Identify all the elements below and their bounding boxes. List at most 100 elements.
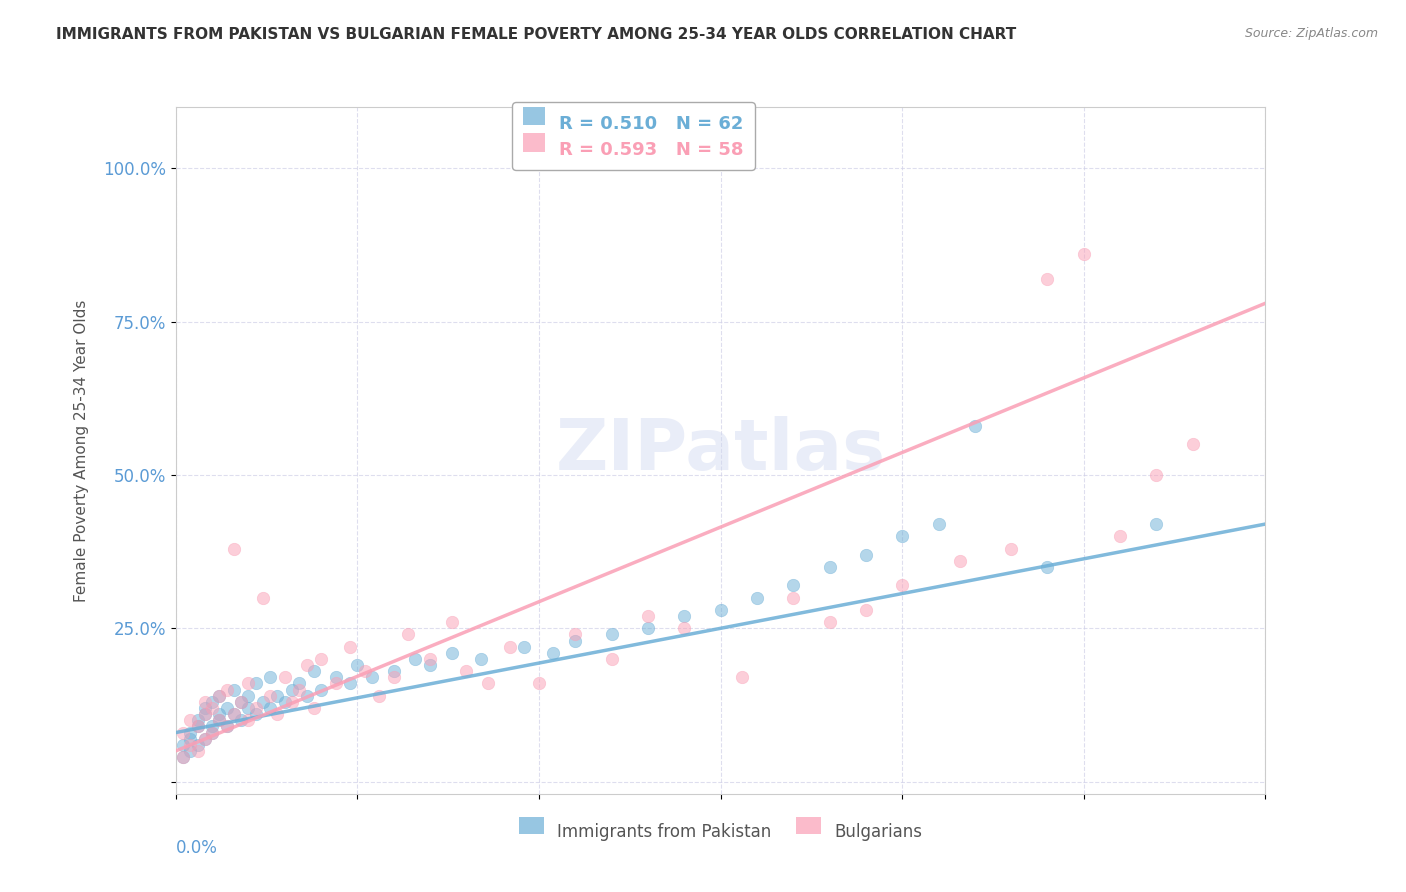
Point (949, 554, 972, 568)
Point (201, 695, 224, 709)
Point (405, 652, 427, 666)
Point (295, 658, 318, 673)
Point (1109, 529, 1132, 543)
Point (513, 640, 536, 654)
Point (477, 676, 499, 690)
Point (179, 744, 201, 758)
Point (637, 609, 659, 624)
Point (194, 695, 217, 709)
Point (339, 640, 361, 654)
Point (252, 695, 274, 709)
Point (179, 714, 201, 728)
Point (238, 714, 260, 728)
Text: Source: ZipAtlas.com: Source: ZipAtlas.com (1244, 27, 1378, 40)
Point (891, 529, 914, 543)
Text: ZIPatlas: ZIPatlas (555, 416, 886, 485)
Point (1146, 517, 1168, 532)
Point (245, 701, 267, 715)
Point (179, 738, 201, 752)
Point (600, 652, 623, 666)
Point (1000, 541, 1022, 556)
Point (470, 652, 492, 666)
Point (440, 615, 463, 630)
Point (245, 676, 267, 690)
Point (325, 670, 347, 684)
Point (818, 615, 841, 630)
Point (231, 695, 253, 709)
Point (302, 701, 325, 715)
Point (855, 548, 877, 562)
Point (186, 719, 209, 733)
Point (396, 627, 419, 641)
Point (309, 682, 332, 697)
Point (288, 682, 311, 697)
Point (360, 670, 382, 684)
Point (325, 676, 347, 690)
Point (368, 689, 391, 703)
Point (266, 707, 288, 722)
Point (172, 725, 194, 739)
Point (281, 695, 304, 709)
Point (194, 731, 217, 746)
Point (419, 658, 441, 673)
Point (172, 738, 194, 752)
Point (353, 664, 375, 679)
Point (527, 676, 550, 690)
Point (194, 731, 217, 746)
Point (186, 738, 209, 752)
Point (222, 541, 245, 556)
Point (179, 731, 201, 746)
Point (215, 682, 238, 697)
Point (208, 714, 231, 728)
Point (222, 682, 245, 697)
Point (259, 701, 281, 715)
Point (1146, 467, 1168, 482)
Point (201, 725, 224, 739)
Point (673, 621, 696, 635)
Point (238, 676, 260, 690)
Point (295, 689, 318, 703)
Point (179, 725, 201, 739)
Point (382, 664, 405, 679)
Point (231, 714, 253, 728)
Point (543, 646, 565, 660)
Point (222, 707, 245, 722)
Point (186, 719, 209, 733)
Point (186, 744, 209, 758)
Y-axis label: Female Poverty Among 25-34 Year Olds: Female Poverty Among 25-34 Year Olds (75, 300, 89, 601)
Point (928, 517, 950, 532)
Point (309, 652, 332, 666)
Point (731, 670, 754, 684)
Point (339, 676, 361, 690)
Point (194, 707, 217, 722)
Point (201, 701, 224, 715)
Point (782, 578, 804, 592)
Point (1036, 560, 1059, 574)
Text: IMMIGRANTS FROM PAKISTAN VS BULGARIAN FEMALE POVERTY AMONG 25-34 YEAR OLDS CORRE: IMMIGRANTS FROM PAKISTAN VS BULGARIAN FE… (56, 27, 1017, 42)
Point (238, 689, 260, 703)
Point (302, 664, 325, 679)
Point (252, 591, 274, 605)
Point (855, 603, 877, 617)
Point (963, 419, 986, 434)
Point (208, 689, 231, 703)
Point (564, 627, 586, 641)
Point (456, 664, 478, 679)
Point (259, 689, 281, 703)
Point (194, 701, 217, 715)
Point (419, 652, 441, 666)
Point (274, 670, 297, 684)
Point (1181, 437, 1204, 451)
Point (259, 670, 281, 684)
Point (238, 701, 260, 715)
Point (172, 750, 194, 764)
Point (245, 707, 267, 722)
Point (201, 719, 224, 733)
Point (215, 719, 238, 733)
Point (288, 676, 311, 690)
Point (891, 578, 914, 592)
Point (818, 560, 841, 574)
Point (346, 658, 368, 673)
Point (440, 646, 463, 660)
Point (1073, 247, 1095, 261)
